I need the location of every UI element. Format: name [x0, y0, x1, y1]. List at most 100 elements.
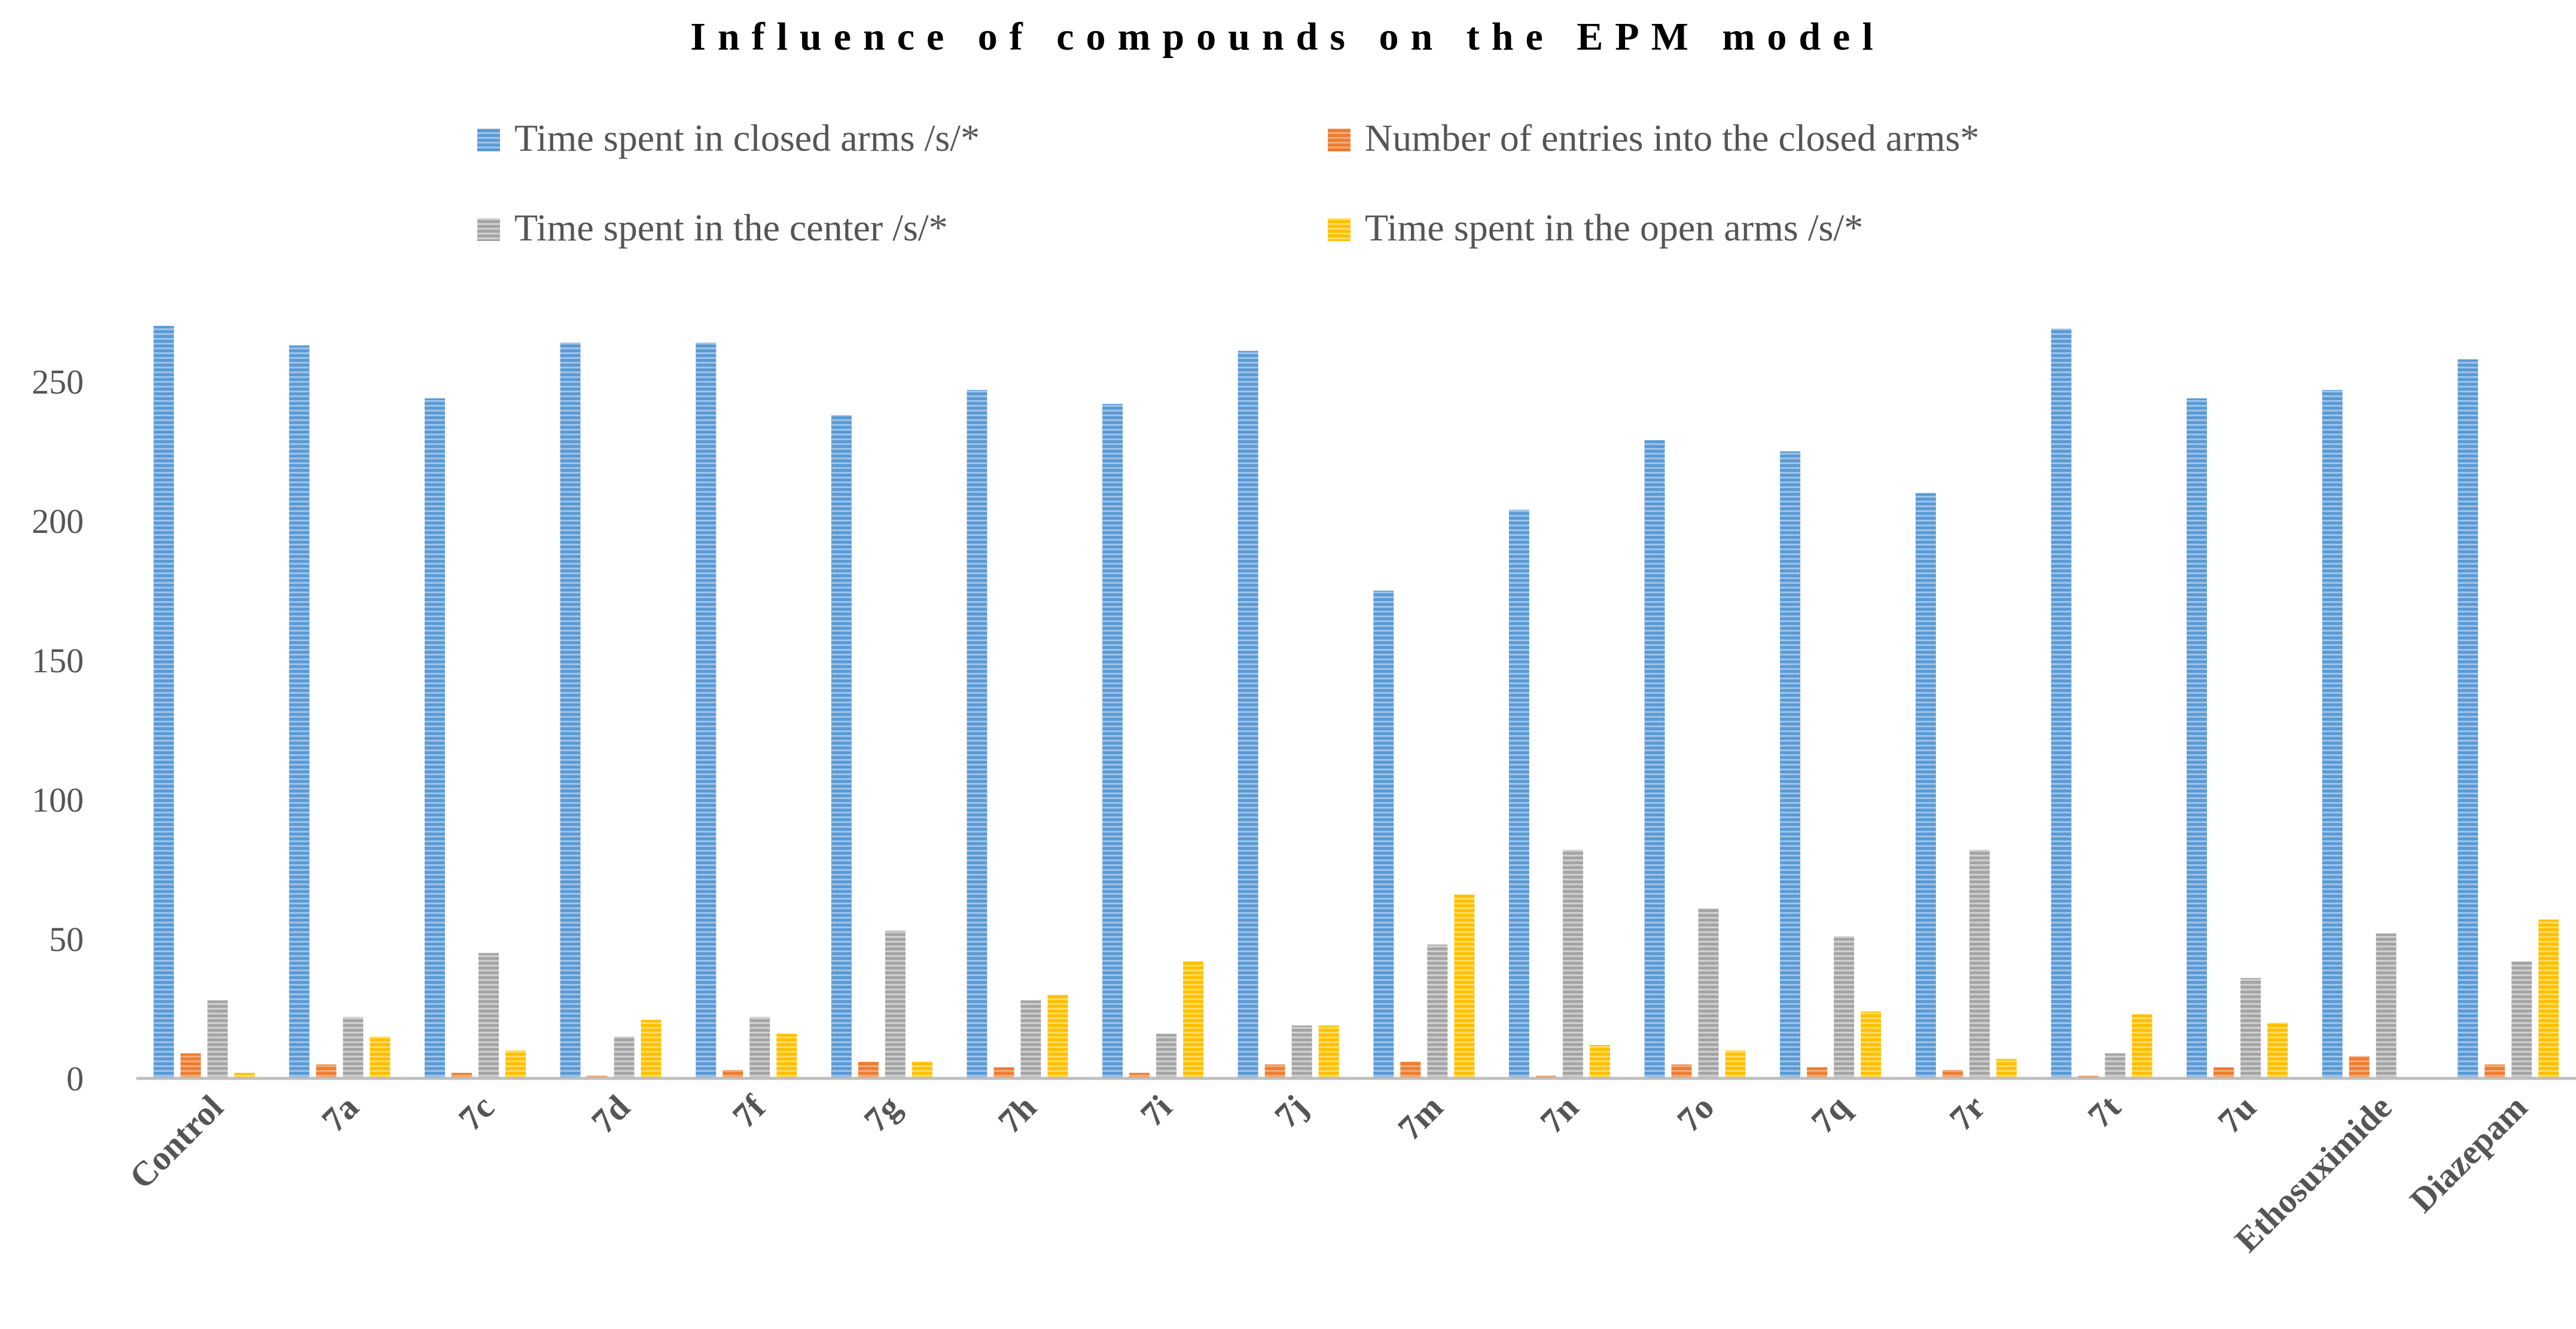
bar-7o-series-3: [1698, 908, 1719, 1078]
bar-7i-series-2: [1129, 1072, 1150, 1078]
bar-7i-series-3: [1156, 1034, 1177, 1078]
bar-7q-series-1: [1780, 451, 1801, 1078]
bar-7g-series-1: [831, 414, 852, 1078]
legend-swatch-2: [1328, 129, 1351, 151]
x-tick-label-7f: 7f: [725, 1087, 773, 1136]
bar-diazepam-series-1: [2458, 359, 2479, 1079]
x-tick-label-7j: 7j: [1267, 1087, 1315, 1135]
bar-7n-series-4: [1589, 1045, 1610, 1078]
legend-swatch-3: [477, 218, 500, 241]
bar-ethosuximide-series-1: [2322, 390, 2343, 1078]
legend-label-3: Time spent in the center /s/*: [514, 206, 948, 249]
legend-swatch-4: [1328, 218, 1351, 241]
x-tick-label-7o: 7o: [1669, 1087, 1721, 1139]
x-tick-label-7h: 7h: [990, 1087, 1044, 1141]
bar-7i-series-1: [1102, 404, 1123, 1078]
legend-swatch-1: [477, 129, 500, 151]
bar-7a-series-4: [370, 1037, 391, 1078]
bar-7d-series-3: [614, 1037, 635, 1078]
bar-7o-series-2: [1671, 1064, 1692, 1078]
bar-7t-series-4: [2132, 1014, 2153, 1078]
x-tick-label-7m: 7m: [1390, 1087, 1450, 1148]
bar-ethosuximide-series-2: [2349, 1056, 2370, 1078]
bar-7t-series-1: [2051, 328, 2072, 1078]
x-tick-label-7a: 7a: [314, 1087, 366, 1139]
bar-7r-series-1: [1915, 493, 1936, 1078]
x-tick-label-7t: 7t: [2080, 1087, 2129, 1136]
x-tick-label-7d: 7d: [584, 1087, 637, 1141]
bar-7g-series-4: [911, 1062, 932, 1078]
y-tick-label: 100: [32, 781, 84, 819]
y-axis: 0 50 100 150 200 250: [32, 362, 84, 1098]
bar-7m-series-4: [1454, 894, 1475, 1078]
bar-7g-series-3: [885, 931, 906, 1078]
bar-7u-series-3: [2240, 978, 2261, 1078]
bar-7j-series-3: [1291, 1025, 1312, 1078]
bar-7q-series-2: [1807, 1067, 1828, 1078]
bar-7u-series-2: [2214, 1067, 2234, 1078]
bar-7q-series-4: [1861, 1011, 1882, 1078]
legend: Time spent in closed arms /s/* Number of …: [477, 117, 1979, 249]
bar-7d-series-4: [641, 1020, 661, 1078]
y-tick-label: 50: [49, 920, 84, 959]
y-tick-label: 250: [32, 362, 84, 401]
legend-label-2: Number of entries into the closed arms*: [1365, 117, 1979, 159]
x-tick-label-7u: 7u: [2210, 1087, 2263, 1141]
bars: [153, 325, 2559, 1079]
bar-7a-series-3: [343, 1017, 364, 1078]
bar-7i-series-4: [1183, 961, 1204, 1078]
legend-label-1: Time spent in closed arms /s/*: [514, 117, 980, 159]
bar-7m-series-1: [1373, 590, 1394, 1078]
bar-7c-series-1: [425, 398, 445, 1078]
bar-7n-series-3: [1562, 849, 1583, 1078]
bar-7o-series-1: [1644, 440, 1665, 1078]
bar-7a-series-2: [316, 1064, 337, 1078]
bar-7r-series-2: [1942, 1070, 1963, 1078]
y-tick-label: 200: [32, 502, 84, 541]
bar-7o-series-4: [1725, 1050, 1746, 1078]
bar-7u-series-4: [2267, 1022, 2288, 1078]
bar-7t-series-3: [2105, 1053, 2126, 1078]
x-tick-label-diazepam: Diazepam: [2403, 1087, 2535, 1220]
bar-diazepam-series-4: [2538, 919, 2559, 1078]
bar-7f-series-2: [723, 1070, 743, 1078]
y-tick-label: 0: [66, 1059, 84, 1098]
bar-control-series-2: [180, 1053, 201, 1078]
bar-7j-series-1: [1237, 350, 1258, 1079]
bar-7f-series-3: [749, 1017, 770, 1078]
x-tick-label-7r: 7r: [1942, 1087, 1993, 1138]
x-tick-label-7c: 7c: [451, 1087, 502, 1138]
bar-7f-series-1: [696, 342, 717, 1078]
bar-7g-series-2: [858, 1062, 879, 1078]
bar-control-series-3: [207, 1000, 228, 1078]
bar-7c-series-4: [505, 1050, 526, 1078]
bar-7m-series-2: [1400, 1062, 1421, 1078]
bar-diazepam-series-3: [2511, 961, 2532, 1078]
bar-7h-series-2: [993, 1067, 1014, 1078]
chart-title: Influence of compounds on the EPM model: [690, 15, 1885, 59]
x-tick-label-7g: 7g: [856, 1087, 909, 1139]
bar-7h-series-4: [1047, 995, 1068, 1078]
bar-7c-series-3: [478, 953, 499, 1078]
x-tick-label-7n: 7n: [1532, 1087, 1586, 1141]
bar-7j-series-2: [1264, 1064, 1285, 1078]
bar-diazepam-series-2: [2484, 1064, 2505, 1078]
bar-7n-series-1: [1508, 510, 1529, 1078]
bar-7d-series-1: [560, 342, 581, 1078]
legend-label-4: Time spent in the open arms /s/*: [1365, 206, 1863, 249]
x-axis: Control 7a 7c 7d 7f 7g 7h 7i 7j 7m 7n 7o 7q 7r 7t 7uEth…: [122, 1087, 2535, 1260]
bar-7r-series-4: [1996, 1059, 2017, 1078]
y-tick-label: 150: [32, 641, 84, 680]
bar-7m-series-3: [1427, 944, 1448, 1078]
bar-7c-series-2: [452, 1072, 472, 1078]
bar-7j-series-4: [1318, 1025, 1339, 1078]
x-tick-label-7i: 7i: [1133, 1087, 1179, 1134]
bar-7a-series-1: [289, 345, 310, 1078]
bar-7h-series-1: [967, 390, 987, 1078]
bar-ethosuximide-series-3: [2376, 933, 2397, 1078]
x-tick-label-control: Control: [122, 1087, 231, 1196]
x-tick-label-7q: 7q: [1804, 1087, 1857, 1141]
bar-7r-series-3: [1969, 849, 1990, 1078]
